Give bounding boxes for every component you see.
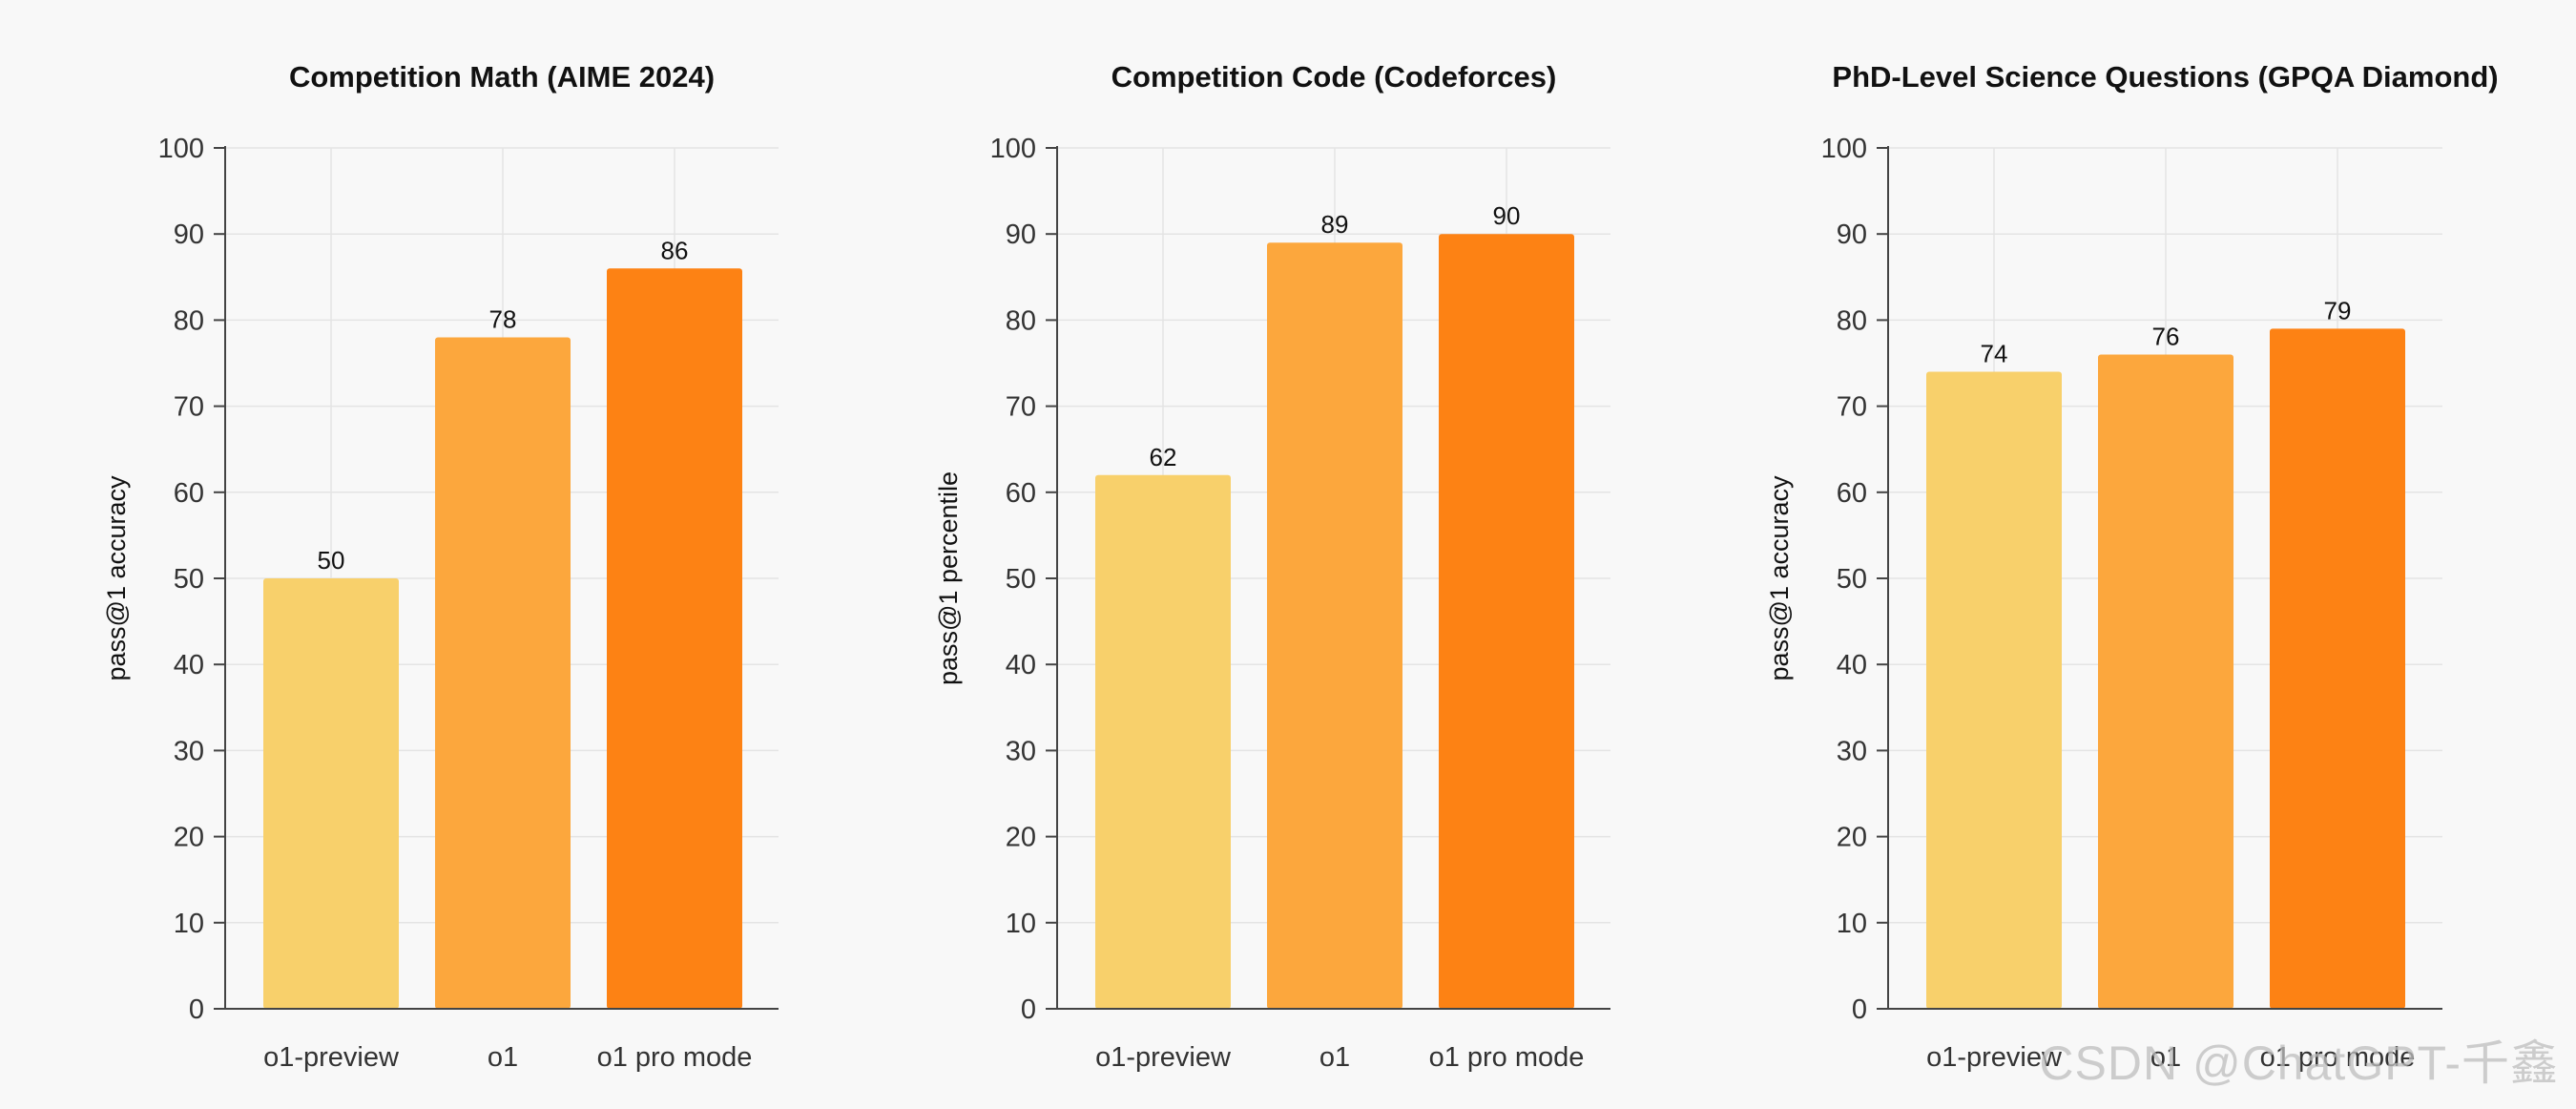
bar-o1-pro-mode bbox=[1439, 234, 1574, 1009]
y-tick-label: 60 bbox=[1837, 478, 1867, 509]
data-label: 78 bbox=[489, 304, 517, 333]
x-category-label: o1 bbox=[2150, 1042, 2181, 1073]
data-label: 50 bbox=[318, 546, 345, 575]
y-tick-label: 0 bbox=[189, 994, 204, 1025]
y-tick-label: 40 bbox=[174, 650, 204, 680]
y-tick-label: 0 bbox=[1021, 994, 1036, 1025]
bar-o1-preview bbox=[263, 578, 399, 1009]
data-label: 89 bbox=[1321, 210, 1349, 239]
chart-title: PhD-Level Science Questions (GPQA Diamon… bbox=[1832, 60, 2498, 94]
y-tick-label: 90 bbox=[1006, 220, 1036, 250]
chart-title: Competition Code (Codeforces) bbox=[1111, 60, 1557, 94]
x-category-label: o1 bbox=[1319, 1042, 1350, 1073]
y-tick-label: 50 bbox=[1837, 564, 1867, 595]
y-tick-label: 10 bbox=[1006, 909, 1036, 939]
y-tick-label: 40 bbox=[1006, 650, 1036, 680]
y-tick-label: 30 bbox=[174, 736, 204, 766]
x-category-label: o1 pro mode bbox=[597, 1042, 753, 1073]
y-tick-label: 0 bbox=[1852, 994, 1867, 1025]
y-axis-label: pass@1 accuracy bbox=[1765, 475, 1794, 680]
x-category-label: o1-preview bbox=[263, 1042, 400, 1073]
y-tick-label: 80 bbox=[1006, 305, 1036, 336]
y-tick-label: 50 bbox=[1006, 564, 1036, 595]
x-category-label: o1 pro mode bbox=[1429, 1042, 1585, 1073]
chart-panel-1: 0 10 20 30 40 50 60 70 80 90 100 50 o1-preview 78 o1 86… bbox=[102, 60, 779, 1073]
bar-o1-pro-mode bbox=[607, 268, 742, 1009]
chart-panel-3: 0 10 20 30 40 50 60 70 80 90 100 74 o1-preview 76 o1 79… bbox=[1765, 60, 2499, 1073]
data-label: 90 bbox=[1493, 201, 1521, 230]
bar-o1-pro-mode bbox=[2270, 328, 2405, 1009]
bar-o1 bbox=[2098, 354, 2233, 1010]
data-label: 74 bbox=[1981, 340, 2008, 368]
y-tick-label: 10 bbox=[1837, 909, 1867, 939]
y-tick-label: 60 bbox=[174, 478, 204, 509]
bar-o1-preview bbox=[1095, 474, 1231, 1009]
y-tick-label: 30 bbox=[1006, 736, 1036, 766]
y-tick-label: 80 bbox=[1837, 305, 1867, 336]
data-label: 76 bbox=[2152, 322, 2180, 350]
y-tick-label: 20 bbox=[1006, 823, 1036, 853]
data-label: 79 bbox=[2324, 296, 2352, 324]
y-tick-label: 40 bbox=[1837, 650, 1867, 680]
y-tick-label: 100 bbox=[158, 134, 204, 164]
bar-o1-preview bbox=[1926, 371, 2062, 1009]
y-tick-label: 70 bbox=[174, 392, 204, 423]
chart-title: Competition Math (AIME 2024) bbox=[289, 60, 715, 94]
y-axis-label: pass@1 percentile bbox=[934, 471, 963, 685]
y-tick-label: 80 bbox=[174, 305, 204, 336]
y-axis-label: pass@1 accuracy bbox=[102, 475, 131, 680]
x-category-label: o1-preview bbox=[1926, 1042, 2063, 1073]
data-label: 86 bbox=[661, 236, 689, 264]
bar-o1 bbox=[1267, 242, 1402, 1010]
y-tick-label: 90 bbox=[1837, 220, 1867, 250]
bar-o1 bbox=[435, 337, 571, 1009]
y-tick-label: 30 bbox=[1837, 736, 1867, 766]
y-tick-label: 10 bbox=[174, 909, 204, 939]
x-category-label: o1 pro mode bbox=[2260, 1042, 2416, 1073]
y-tick-label: 100 bbox=[1821, 134, 1867, 164]
y-tick-label: 100 bbox=[990, 134, 1036, 164]
data-label: 62 bbox=[1150, 443, 1177, 471]
y-tick-label: 50 bbox=[174, 564, 204, 595]
x-category-label: o1 bbox=[488, 1042, 518, 1073]
y-tick-label: 20 bbox=[174, 823, 204, 853]
y-tick-label: 90 bbox=[174, 220, 204, 250]
chart-panel-2: 0 10 20 30 40 50 60 70 80 90 100 62 o1-preview 89 o1 90… bbox=[934, 60, 1610, 1073]
y-tick-label: 60 bbox=[1006, 478, 1036, 509]
y-tick-label: 70 bbox=[1006, 392, 1036, 423]
x-category-label: o1-preview bbox=[1095, 1042, 1232, 1073]
y-tick-label: 20 bbox=[1837, 823, 1867, 853]
y-tick-label: 70 bbox=[1837, 392, 1867, 423]
